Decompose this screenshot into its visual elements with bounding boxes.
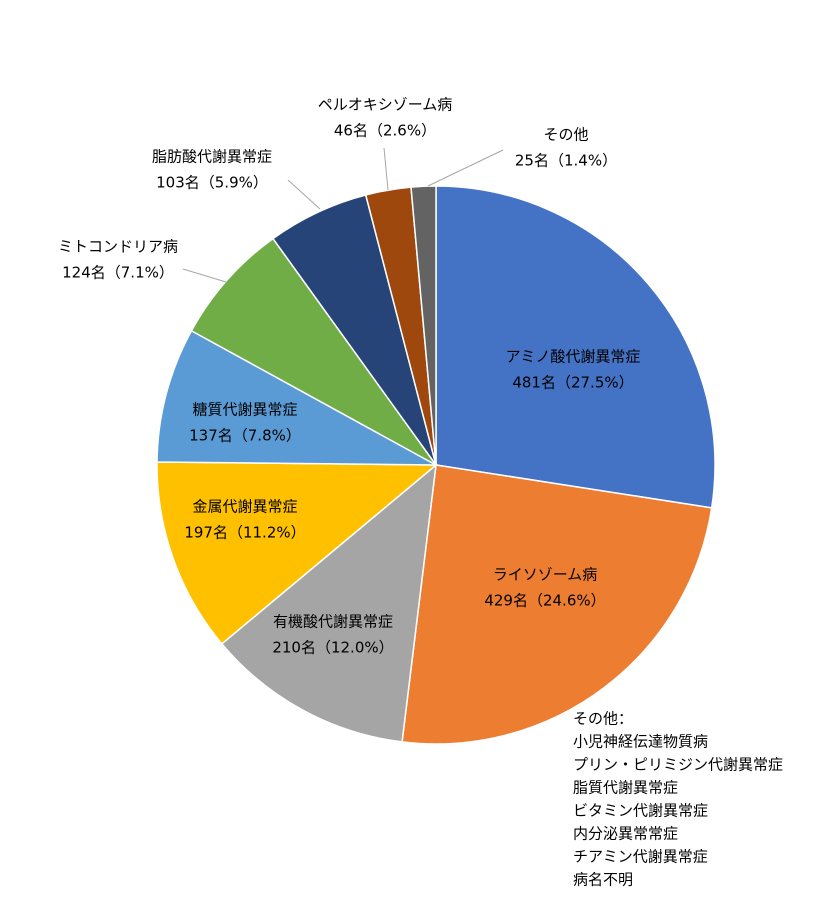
slice-value-label: 46名（2.6%）	[334, 122, 436, 140]
pie-slice	[220, 463, 437, 743]
note-item: 脂質代謝異常症	[573, 779, 678, 797]
slice-value-label: 210名（12.0%）	[272, 639, 393, 657]
slice-category-label: 脂肪酸代謝異常症	[152, 148, 272, 166]
slice-category-label: ペルオキシゾーム病	[318, 96, 453, 114]
leader-line	[427, 149, 504, 187]
pie-slice	[435, 185, 716, 509]
slice-value-label: 197名（11.2%）	[184, 524, 305, 542]
slice-category-label: アミノ酸代謝異常症	[506, 348, 641, 366]
note-title: その他：	[573, 710, 633, 728]
slice-value-label: 25名（1.4%）	[515, 152, 617, 170]
slice-category-label: 有機酸代謝異常症	[273, 613, 393, 631]
note-item: 内分泌異常常症	[573, 825, 678, 843]
slice-value-label: 137名（7.8%）	[189, 427, 301, 445]
note-item: 小児神経伝達物質病	[573, 733, 708, 751]
pie-slice	[401, 464, 713, 745]
slice-category-label: 糖質代謝異常症	[192, 401, 297, 419]
note-item: 病名不明	[573, 871, 633, 889]
slice-value-label: 481名（27.5%）	[512, 374, 633, 392]
pie-slice	[410, 185, 437, 466]
leader-line	[182, 268, 227, 283]
slice-value-label: 124名（7.1%）	[62, 264, 174, 282]
pie-slice	[156, 329, 437, 466]
slice-category-label: その他	[543, 126, 588, 144]
slice-value-label: 429名（24.6%）	[484, 592, 605, 610]
leader-line	[287, 179, 321, 210]
note-item: プリン・ピリミジン代謝異常症	[573, 756, 783, 774]
slice-value-label: 103名（5.9%）	[156, 174, 268, 192]
pie-slice	[156, 461, 439, 645]
slice-category-label: ミトコンドリア病	[58, 238, 178, 256]
pie-slice	[190, 237, 437, 466]
slice-category-label: ライソゾーム病	[493, 566, 598, 584]
leader-line	[383, 147, 389, 191]
note-item: ビタミン代謝異常症	[573, 802, 708, 820]
slice-category-label: 金属代謝異常症	[192, 498, 297, 516]
note-item: チアミン代謝異常症	[573, 848, 708, 866]
